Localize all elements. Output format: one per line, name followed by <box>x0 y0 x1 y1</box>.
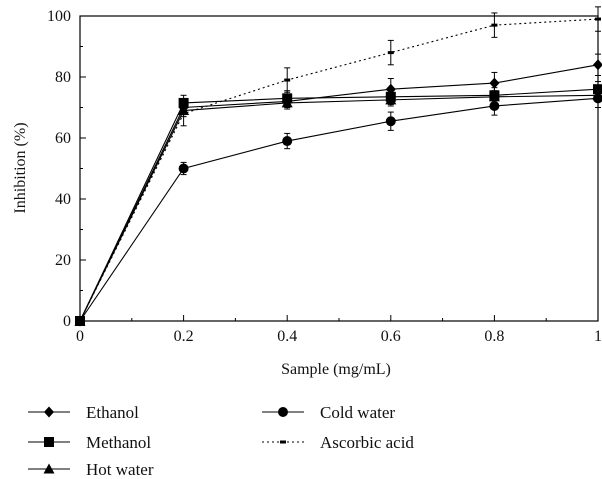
legend-label: Ascorbic acid <box>320 433 414 452</box>
data-point-cold-water <box>489 100 500 111</box>
legend-marker-ethanol <box>44 406 54 418</box>
y-tick-label: 60 <box>55 130 71 147</box>
x-tick-label: 0.2 <box>174 328 194 345</box>
data-point-hot-water <box>281 97 293 108</box>
series-methanol <box>75 81 602 326</box>
data-point-ethanol <box>489 77 500 89</box>
series-line-ethanol <box>79 64 599 322</box>
legend-item-methanol: Methanol <box>28 433 151 452</box>
series-hot-water <box>74 88 602 326</box>
x-tick-label: 0 <box>76 328 84 345</box>
legend-marker-ascorbic-acid <box>280 440 286 444</box>
y-tick-label: 80 <box>55 69 71 86</box>
y-axis-title: Inhibition (%) <box>12 122 29 213</box>
legend-label: Cold water <box>320 403 395 422</box>
data-point-hot-water <box>385 94 397 105</box>
x-tick-label: 0.6 <box>381 328 401 345</box>
plot-border <box>79 15 599 322</box>
series-line-cold-water <box>79 97 599 322</box>
x-tick-label: 1 <box>594 328 602 345</box>
data-point-cold-water <box>593 93 602 104</box>
series-line-methanol <box>79 88 599 322</box>
data-point-ascorbic-acid <box>77 319 83 323</box>
legend-label: Methanol <box>86 433 151 452</box>
x-tick-label: 0.4 <box>277 328 297 345</box>
legend-label: Ethanol <box>86 403 139 422</box>
data-point-cold-water <box>178 163 189 174</box>
legend-marker-methanol <box>44 437 54 447</box>
legend-item-cold-water: Cold water <box>262 403 395 422</box>
series-line-ascorbic-acid <box>79 18 599 322</box>
series-ascorbic-acid <box>77 6 601 323</box>
x-axis-title: Sample (mg/mL) <box>281 361 391 378</box>
data-point-ascorbic-acid <box>284 78 291 82</box>
legend-marker-cold-water <box>278 407 288 417</box>
data-point-ethanol <box>593 59 602 71</box>
legend-label: Hot water <box>86 460 154 479</box>
legend: Ethanol Methanol Hot water Cold water Ascorb… <box>28 403 414 479</box>
legend-item-ascorbic-acid: Ascorbic acid <box>262 433 414 452</box>
series-cold-water <box>75 88 602 326</box>
y-axis: 0 20 40 60 80 100 <box>47 8 86 330</box>
data-point-ascorbic-acid <box>180 112 187 116</box>
data-point-ascorbic-acid <box>595 17 601 21</box>
series-line-hot-water <box>79 94 599 322</box>
x-tick-label: 0.8 <box>484 328 504 345</box>
y-tick-label: 0 <box>63 313 71 330</box>
data-point-cold-water <box>282 136 293 147</box>
y-tick-label: 100 <box>47 8 71 25</box>
data-point-cold-water <box>385 116 396 127</box>
series-layer <box>74 6 602 327</box>
series-ethanol <box>75 53 602 327</box>
y-tick-label: 40 <box>55 191 71 208</box>
data-point-ascorbic-acid <box>387 51 394 55</box>
data-point-ascorbic-acid <box>491 23 498 27</box>
legend-item-hot-water: Hot water <box>28 460 154 479</box>
plot-area <box>79 15 599 322</box>
y-tick-label: 20 <box>55 252 71 269</box>
x-axis: 0 0.2 0.4 0.6 0.8 1 <box>76 315 602 345</box>
legend-item-ethanol: Ethanol <box>28 403 139 422</box>
legend-marker-hot-water <box>43 463 55 474</box>
